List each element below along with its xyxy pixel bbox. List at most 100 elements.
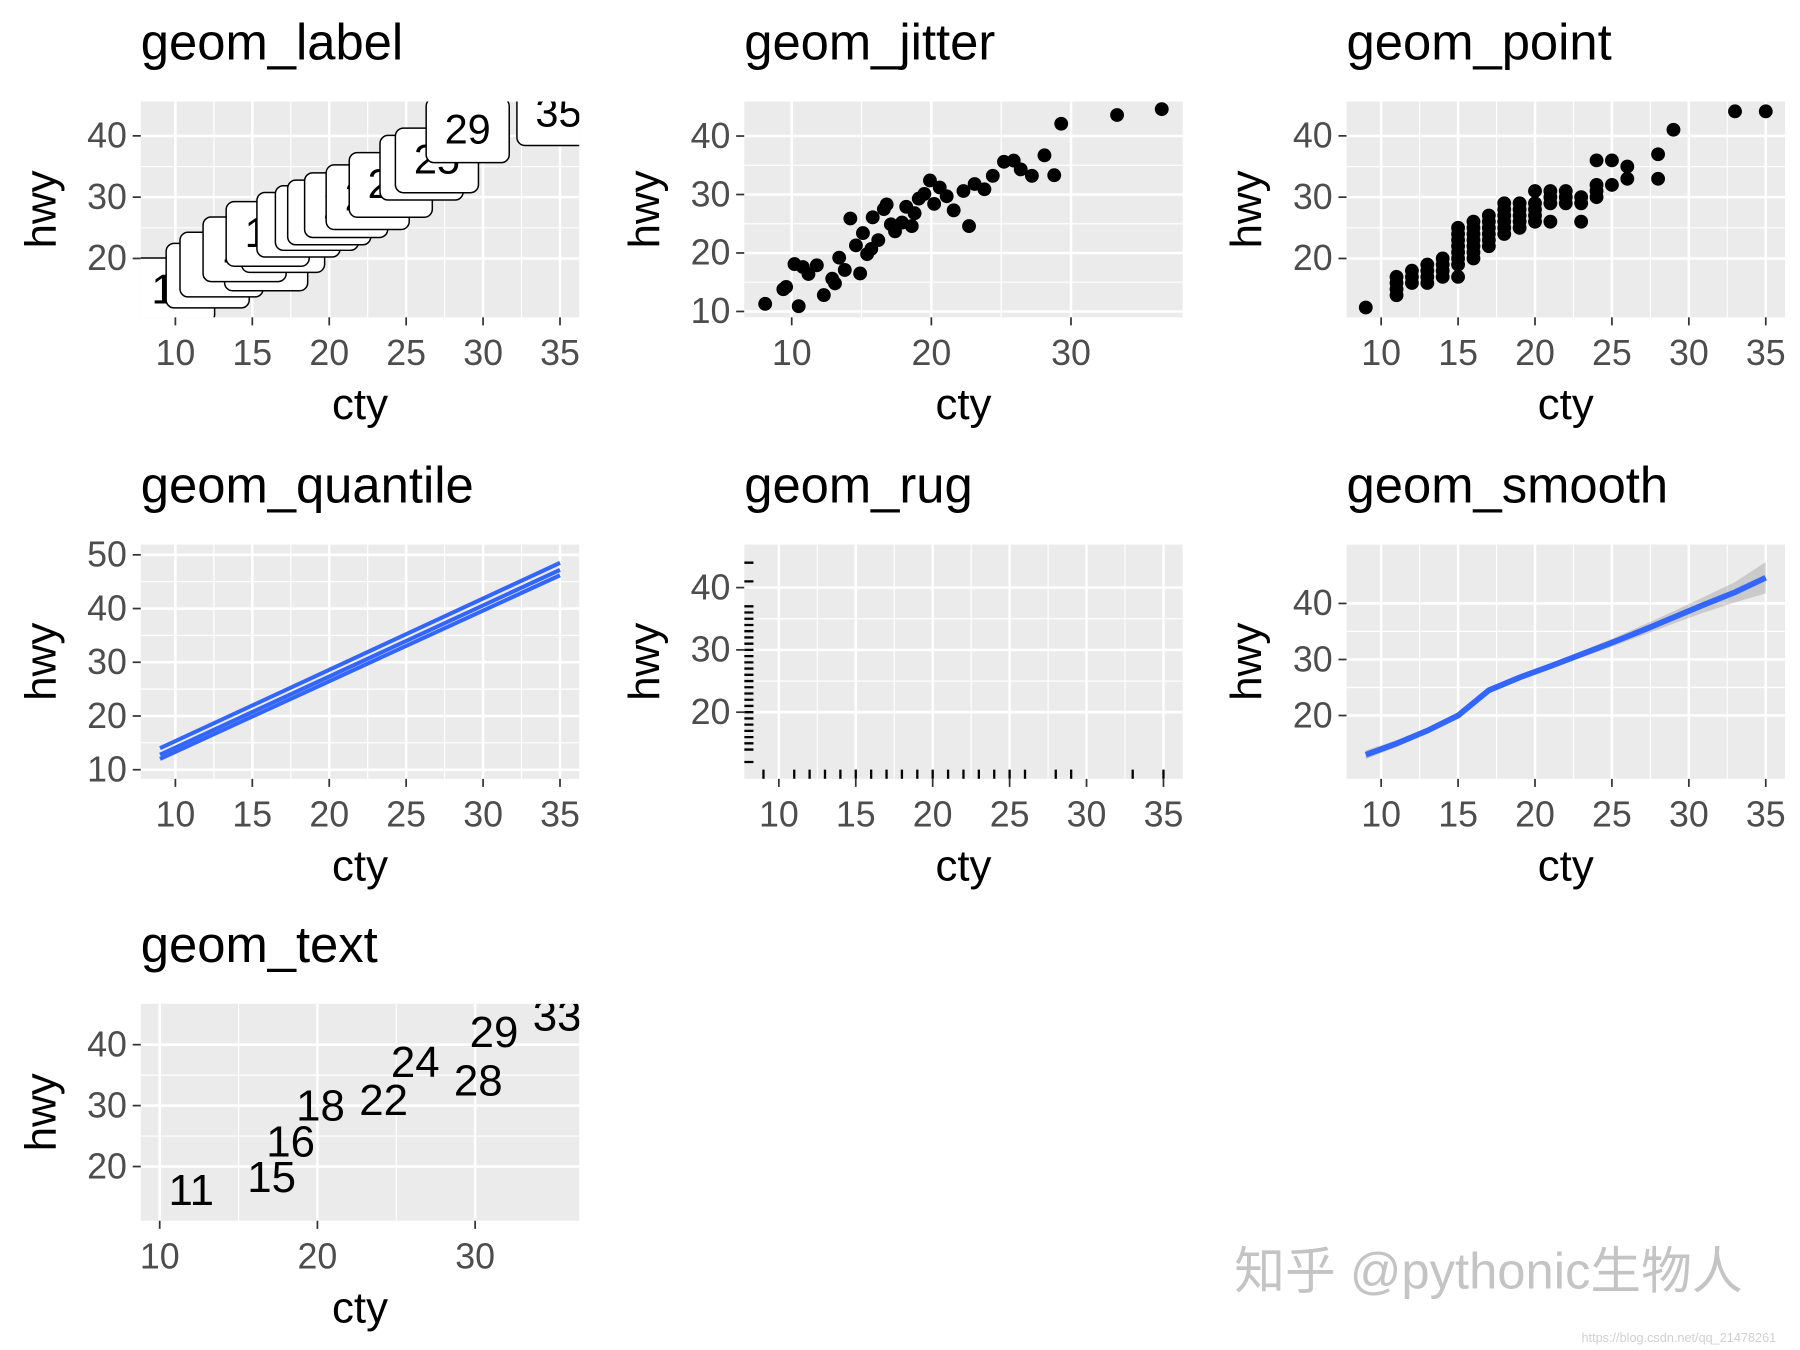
- point: [1558, 184, 1573, 198]
- point: [1758, 104, 1773, 119]
- x-axis-title: cty: [332, 841, 388, 890]
- watermark: 知乎 @pythonic生物人: [1234, 1242, 1742, 1299]
- y-tick-label: 40: [87, 116, 127, 156]
- panel-title: geom_label: [141, 14, 403, 71]
- point: [927, 196, 942, 211]
- y-tick-label: 40: [87, 588, 127, 628]
- text-label: 22: [359, 1076, 408, 1125]
- x-tick-label: 10: [1361, 333, 1401, 373]
- panel-title: geom_rug: [744, 457, 973, 514]
- point: [1620, 159, 1635, 174]
- y-tick-label: 50: [87, 535, 127, 575]
- panel: geom_smooth 10 15 20 25 30 35 20 30 40 cty hwy: [1222, 457, 1785, 891]
- y-tick-label: 30: [1293, 177, 1333, 217]
- x-tick-label: 10: [140, 1236, 180, 1276]
- panel: geom_point 10 15 20 25 30 35 20 30 40 cty hwy: [1222, 14, 1785, 429]
- point: [1110, 108, 1124, 122]
- point: [923, 173, 937, 188]
- x-axis-title: cty: [1538, 841, 1594, 890]
- x-tick-label: 30: [463, 333, 503, 373]
- x-tick-label: 35: [1746, 333, 1786, 373]
- point: [828, 276, 842, 291]
- point: [1574, 214, 1589, 229]
- x-axis-title: cty: [935, 841, 991, 890]
- panel-background: [744, 544, 1183, 779]
- y-tick-label: 30: [691, 174, 731, 214]
- point: [907, 206, 922, 221]
- point: [917, 187, 932, 201]
- point: [1420, 257, 1435, 272]
- point: [843, 211, 858, 226]
- y-tick-label: 20: [87, 696, 127, 736]
- line: [1364, 575, 1768, 758]
- y-tick-label: 40: [87, 1024, 127, 1064]
- y-axis-title: hwy: [16, 1073, 65, 1151]
- x-tick-label: 25: [386, 794, 426, 834]
- x-tick-label: 20: [913, 794, 953, 834]
- point: [832, 250, 847, 265]
- point: [849, 238, 863, 253]
- point: [1013, 162, 1028, 177]
- y-tick-label: 30: [87, 177, 127, 217]
- x-tick-label: 35: [1144, 794, 1184, 834]
- x-tick-label: 10: [759, 794, 799, 834]
- y-tick-label: 20: [691, 692, 731, 732]
- point: [1512, 196, 1527, 211]
- point: [1154, 102, 1169, 117]
- data-layer: 1114111615181619172021222426252935: [140, 101, 580, 318]
- panel-title: geom_quantile: [141, 457, 474, 514]
- point: [1358, 300, 1373, 315]
- point: [1528, 196, 1542, 211]
- point: [1481, 208, 1496, 223]
- point: [1574, 190, 1589, 205]
- y-tick-label: 30: [87, 1085, 127, 1125]
- point: [1589, 177, 1604, 192]
- point: [946, 203, 961, 218]
- text-label: 29: [470, 1008, 519, 1057]
- data-layer: [758, 102, 1169, 314]
- x-tick-label: 10: [772, 333, 812, 373]
- x-tick-label: 30: [1669, 333, 1709, 373]
- panel-background: [140, 1003, 580, 1221]
- y-axis-title: hwy: [16, 623, 65, 701]
- x-tick-label: 20: [911, 333, 951, 373]
- y-tick-label: 20: [87, 1146, 127, 1186]
- point: [1497, 196, 1512, 211]
- x-tick-label: 25: [990, 794, 1030, 834]
- data-layer: [744, 561, 1165, 779]
- x-tick-label: 15: [1438, 333, 1478, 373]
- panel-title: geom_jitter: [744, 14, 995, 71]
- point: [1589, 153, 1604, 168]
- point: [956, 184, 971, 198]
- panel-background: [744, 101, 1183, 318]
- y-tick-label: 40: [691, 567, 731, 607]
- y-tick-label: 40: [1293, 583, 1333, 623]
- point: [795, 260, 810, 274]
- point: [1047, 168, 1062, 183]
- x-tick-label: 30: [463, 794, 503, 834]
- label-box: [425, 101, 510, 164]
- x-tick-label: 10: [1361, 794, 1401, 834]
- x-tick-label: 25: [1592, 794, 1632, 834]
- point: [1728, 104, 1742, 119]
- y-tick-label: 40: [1293, 116, 1333, 156]
- x-tick-label: 35: [540, 333, 580, 373]
- x-tick-label: 20: [1515, 794, 1555, 834]
- panel-title: geom_smooth: [1347, 457, 1669, 514]
- label-text: 29: [445, 106, 491, 153]
- x-tick-label: 20: [309, 333, 349, 373]
- point: [879, 197, 894, 212]
- line: [159, 573, 561, 761]
- point: [1054, 116, 1069, 131]
- point: [864, 241, 879, 256]
- x-tick-label: 20: [309, 794, 349, 834]
- point: [1605, 153, 1619, 168]
- y-axis-title: hwy: [16, 170, 65, 248]
- y-tick-label: 20: [1293, 695, 1333, 735]
- y-tick-label: 10: [691, 291, 731, 331]
- y-axis-title: hwy: [1222, 170, 1271, 248]
- y-tick-label: 30: [691, 630, 731, 670]
- panel: geom_rug 10 15 20 25 30 35 20 30 40 cty hwy: [620, 457, 1183, 891]
- point: [1651, 171, 1665, 186]
